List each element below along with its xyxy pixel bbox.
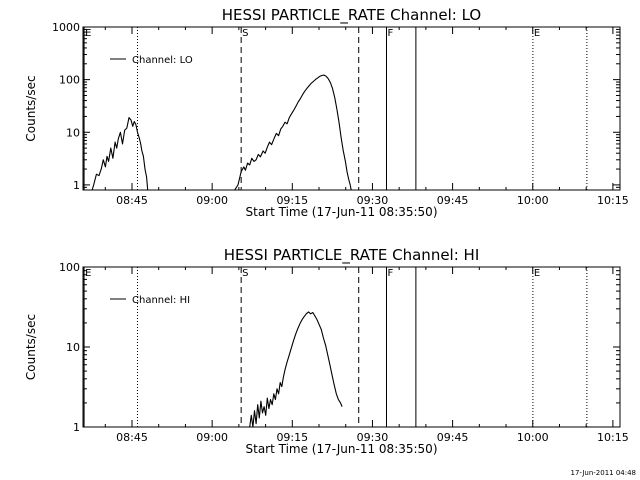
x-tick-label: 09:30 [357,194,389,207]
x-tick-label: 09:00 [196,431,228,444]
chart-panel-1: HESSI PARTICLE_RATE Channel: LOE S F E08:45… [24,6,629,219]
x-tick-label: 10:15 [597,194,629,207]
plot-frame [82,26,621,191]
event-marker-label: F [387,28,393,39]
series-line [234,74,352,191]
event-marker-label: S [242,28,248,39]
chart-title: HESSI PARTICLE_RATE Channel: LO [222,6,481,25]
event-marker-label: F [387,268,393,279]
x-tick-label: 08:45 [116,194,148,207]
x-axis: 08:45 09:00 09:15 09:30 09:45 10:00 10:15 Start… [104,27,629,219]
series-line [249,311,343,428]
series-line [91,117,149,191]
x-tick-label: 10:00 [517,194,549,207]
chart-title: HESSI PARTICLE_RATE Channel: HI [224,246,480,265]
x-tick-label: 09:15 [276,194,308,207]
event-marker-label: E [85,28,91,39]
x-tick-label: 08:45 [116,431,148,444]
y-tick-label: 10 [66,341,80,354]
data-series [249,311,343,428]
y-tick-label: 10 [66,126,80,139]
y-axis: 1 10 100 Counts/sec [24,261,620,434]
x-tick-label: 09:15 [276,431,308,444]
plot-frame [82,266,621,428]
event-marker-label: S [242,268,248,279]
legend-label: Channel: LO [132,55,193,66]
legend: Channel: LO [110,55,193,66]
x-axis: 08:45 09:00 09:15 09:30 09:45 10:00 10:15 Start… [104,267,629,456]
event-marker-label: E [534,28,540,39]
y-axis-label: Counts/sec [24,314,38,380]
data-series [91,74,352,191]
y-axis: 1 10 100 1000 Counts/sec [24,21,620,192]
event-marker-label: E [534,268,540,279]
x-tick-label: 09:45 [437,431,469,444]
chart-panel-2: HESSI PARTICLE_RATE Channel: HIE S F E08:45… [24,246,629,456]
x-axis-label: Start Time (17-Jun-11 08:35:50) [246,205,438,219]
event-marker-label: E [85,268,91,279]
y-tick-label: 1 [73,179,80,192]
x-axis-label: Start Time (17-Jun-11 08:35:50) [246,442,438,456]
y-tick-label: 1000 [52,21,80,34]
y-tick-label: 100 [59,261,80,274]
x-tick-label: 09:45 [437,194,469,207]
x-tick-label: 10:00 [517,431,549,444]
timestamp: 17-Jun-2011 04:48 [570,469,637,477]
legend-label: Channel: HI [132,295,190,306]
x-tick-label: 09:00 [196,194,228,207]
legend: Channel: HI [110,295,190,306]
y-axis-label: Counts/sec [24,75,38,141]
x-tick-label: 09:30 [357,431,389,444]
y-tick-label: 1 [73,421,80,434]
x-tick-label: 10:15 [597,431,629,444]
y-tick-label: 100 [59,74,80,87]
